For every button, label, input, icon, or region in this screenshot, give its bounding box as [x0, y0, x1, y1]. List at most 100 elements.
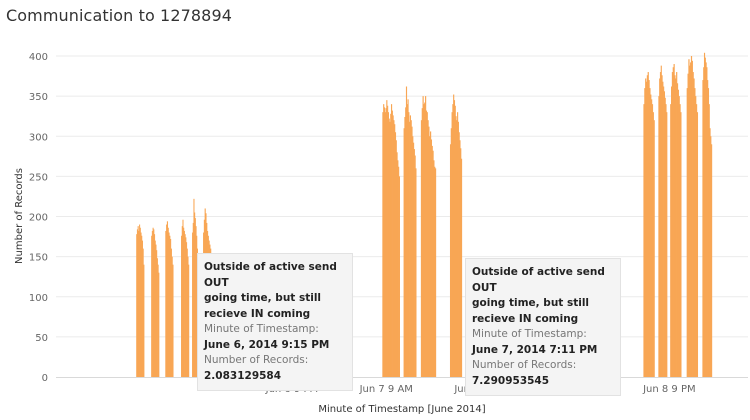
bar[interactable]: [398, 166, 400, 377]
bar[interactable]: [426, 112, 428, 378]
bar[interactable]: [403, 128, 405, 377]
bar[interactable]: [671, 72, 674, 378]
bar[interactable]: [169, 235, 171, 377]
bar[interactable]: [136, 234, 138, 377]
bar[interactable]: [677, 89, 679, 377]
bar[interactable]: [688, 59, 690, 378]
bar[interactable]: [194, 212, 196, 377]
bar[interactable]: [695, 96, 697, 378]
bar[interactable]: [434, 168, 437, 377]
bar[interactable]: [384, 112, 386, 378]
bar[interactable]: [170, 238, 172, 377]
bar[interactable]: [453, 100, 456, 377]
bar[interactable]: [171, 256, 173, 378]
bar[interactable]: [390, 104, 393, 378]
bar[interactable]: [139, 227, 141, 377]
bar[interactable]: [194, 218, 196, 377]
bar[interactable]: [139, 224, 141, 377]
bar[interactable]: [659, 72, 662, 378]
bar[interactable]: [687, 73, 689, 377]
bar[interactable]: [450, 128, 452, 377]
bar[interactable]: [703, 67, 705, 378]
bar[interactable]: [185, 237, 187, 377]
bar[interactable]: [693, 78, 695, 377]
bar[interactable]: [705, 62, 707, 378]
bar[interactable]: [152, 227, 154, 377]
bar[interactable]: [184, 234, 186, 377]
bar[interactable]: [405, 86, 408, 378]
bar[interactable]: [166, 224, 168, 377]
bar[interactable]: [434, 166, 436, 377]
bar[interactable]: [427, 120, 429, 377]
bar[interactable]: [651, 99, 653, 377]
bar[interactable]: [181, 235, 183, 377]
bar[interactable]: [662, 81, 664, 378]
bar[interactable]: [421, 108, 423, 377]
bar[interactable]: [686, 88, 688, 377]
bar[interactable]: [694, 88, 696, 377]
bar[interactable]: [420, 120, 423, 377]
bar[interactable]: [398, 176, 400, 378]
bar[interactable]: [659, 78, 661, 377]
bar[interactable]: [664, 97, 666, 377]
bar[interactable]: [141, 240, 143, 377]
bar[interactable]: [652, 112, 654, 378]
bar[interactable]: [186, 248, 188, 377]
bar[interactable]: [168, 232, 170, 377]
bar[interactable]: [692, 72, 694, 378]
bar[interactable]: [451, 112, 453, 378]
bar[interactable]: [680, 112, 682, 378]
bar[interactable]: [675, 78, 677, 377]
bar[interactable]: [393, 120, 395, 377]
bar[interactable]: [644, 88, 646, 377]
bar[interactable]: [389, 121, 391, 377]
bar[interactable]: [707, 88, 710, 377]
bar[interactable]: [709, 128, 711, 377]
bar[interactable]: [140, 232, 142, 377]
bar[interactable]: [193, 198, 195, 377]
bar[interactable]: [192, 232, 194, 377]
bar[interactable]: [396, 152, 398, 377]
bar[interactable]: [186, 242, 188, 377]
bar[interactable]: [392, 115, 394, 377]
bar[interactable]: [387, 105, 389, 377]
bar[interactable]: [192, 222, 194, 377]
bar[interactable]: [390, 113, 392, 377]
bar[interactable]: [643, 104, 645, 378]
bar[interactable]: [708, 104, 710, 378]
bar[interactable]: [388, 118, 390, 377]
bar[interactable]: [648, 80, 650, 377]
bar[interactable]: [455, 116, 457, 377]
bar[interactable]: [408, 112, 410, 378]
bar[interactable]: [394, 124, 396, 378]
bar[interactable]: [157, 264, 159, 377]
bar[interactable]: [141, 235, 143, 377]
bar[interactable]: [183, 227, 185, 377]
bar[interactable]: [414, 155, 416, 377]
bar[interactable]: [460, 158, 463, 377]
bar[interactable]: [153, 229, 155, 377]
bar[interactable]: [695, 104, 698, 378]
bar[interactable]: [459, 140, 461, 377]
bar[interactable]: [690, 56, 693, 377]
bar[interactable]: [666, 112, 668, 378]
bar[interactable]: [460, 148, 462, 377]
bar[interactable]: [432, 150, 434, 377]
bar[interactable]: [433, 160, 435, 377]
bar[interactable]: [382, 112, 384, 378]
bar[interactable]: [673, 64, 675, 377]
bar[interactable]: [665, 104, 667, 378]
bar[interactable]: [691, 60, 693, 378]
bar[interactable]: [704, 57, 706, 378]
bar[interactable]: [453, 94, 455, 378]
bar[interactable]: [430, 131, 432, 377]
bar[interactable]: [703, 52, 706, 377]
bar[interactable]: [457, 112, 459, 378]
bar[interactable]: [383, 107, 386, 378]
bar[interactable]: [663, 86, 665, 378]
bar[interactable]: [676, 72, 678, 378]
bar[interactable]: [458, 132, 460, 377]
bar[interactable]: [154, 234, 156, 377]
bar[interactable]: [651, 104, 654, 378]
bar[interactable]: [404, 116, 406, 378]
